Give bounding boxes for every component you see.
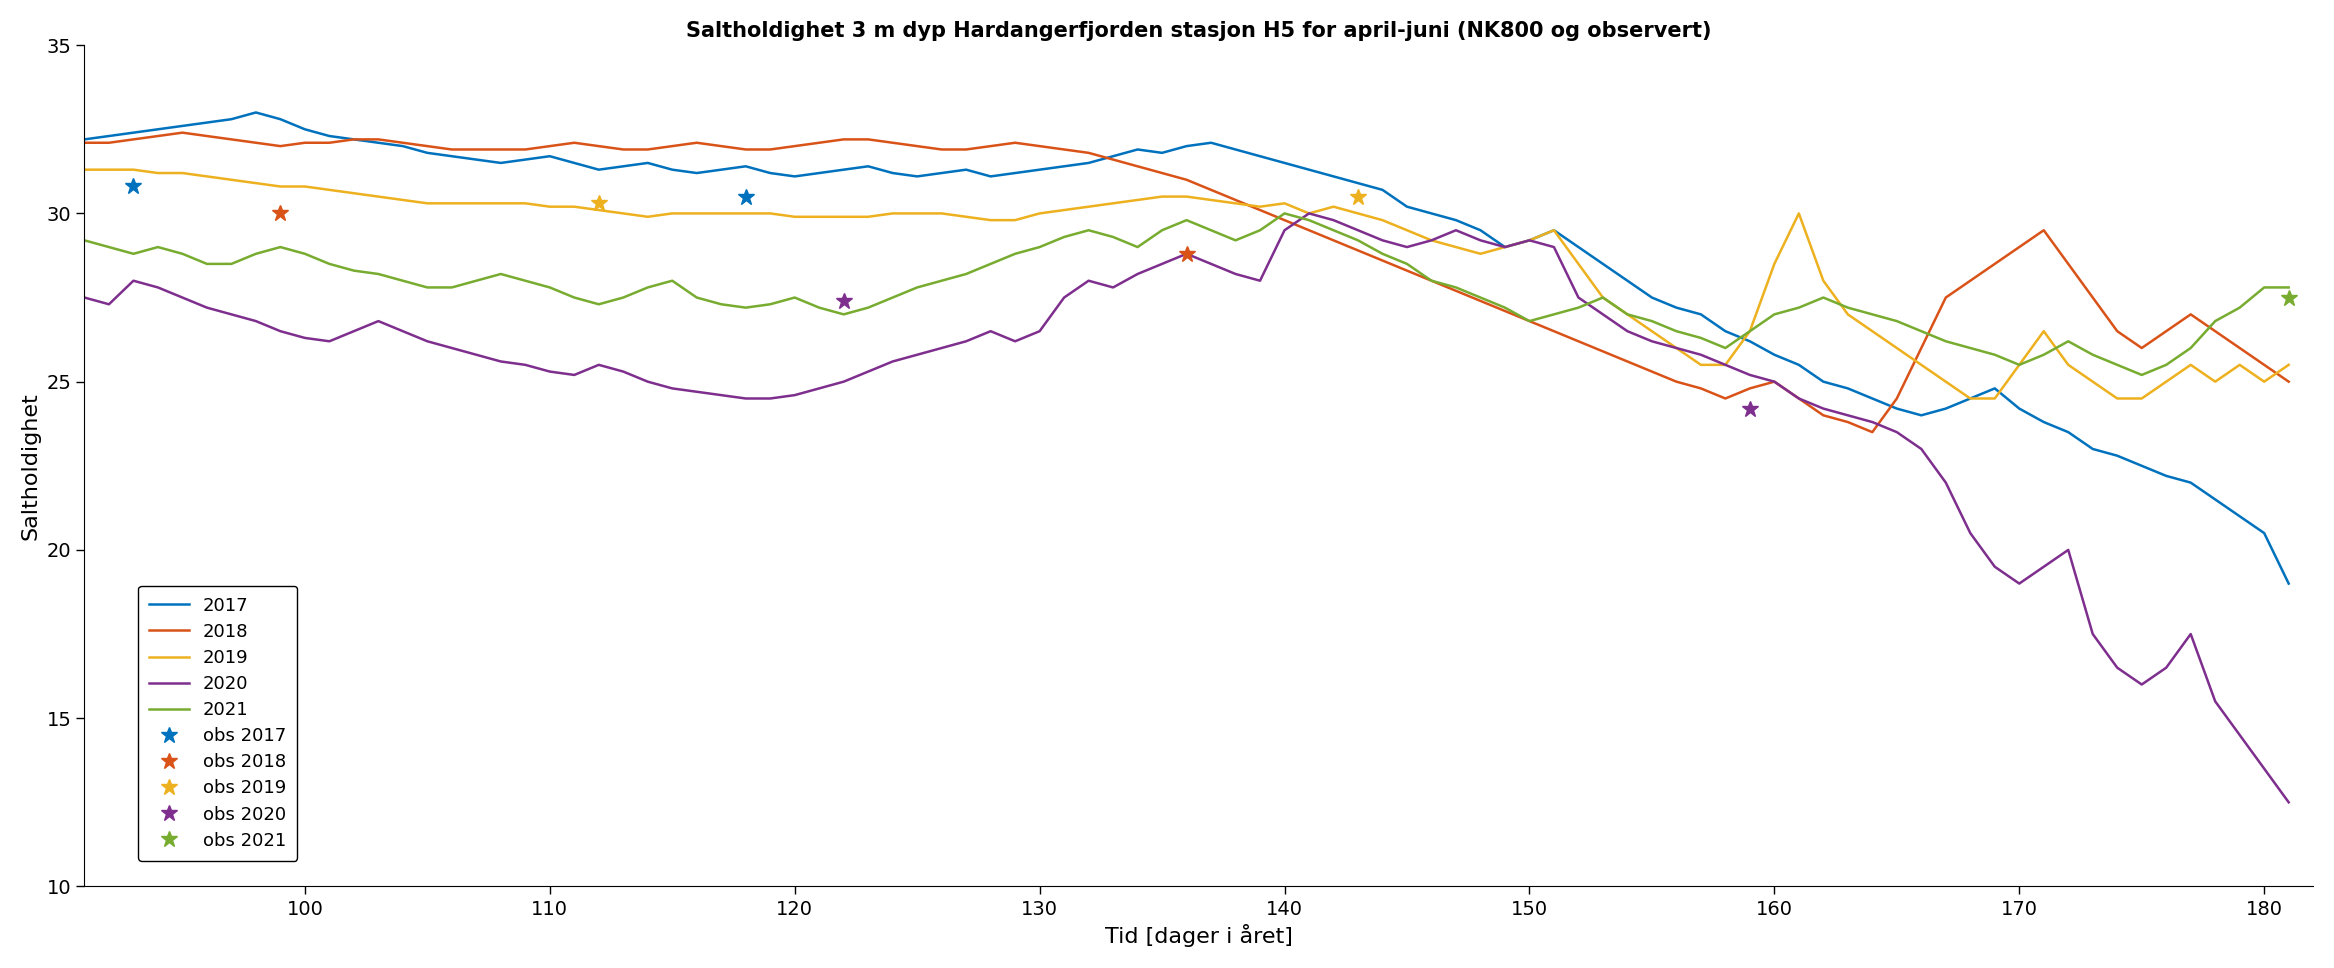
- obs 2017: [733, 191, 761, 202]
- 2021: [586, 298, 614, 310]
- Y-axis label: Saltholdighet: Saltholdighet: [21, 392, 40, 540]
- 2017: [1956, 393, 1984, 405]
- obs 2020: [829, 295, 857, 307]
- 2020: [586, 359, 614, 371]
- 2017: [2250, 528, 2278, 539]
- 2021: [1270, 207, 1298, 219]
- 2021: [635, 282, 663, 293]
- 2021: [1956, 343, 1984, 354]
- 2018: [609, 143, 637, 155]
- Line: 2019: 2019: [84, 169, 2290, 399]
- 2021: [1368, 248, 1396, 259]
- 2020: [70, 291, 98, 303]
- 2020: [2250, 763, 2278, 774]
- 2019: [586, 204, 614, 216]
- 2018: [70, 136, 98, 148]
- 2017: [658, 164, 686, 175]
- 2021: [70, 234, 98, 246]
- 2017: [243, 106, 271, 118]
- Line: 2018: 2018: [84, 133, 2290, 432]
- 2019: [2276, 359, 2304, 371]
- 2020: [2227, 729, 2255, 741]
- Line: 2017: 2017: [84, 112, 2290, 584]
- 2018: [2276, 376, 2304, 387]
- 2021: [341, 265, 369, 277]
- 2018: [1982, 258, 2010, 270]
- Line: obs 2020: obs 2020: [836, 292, 1758, 417]
- Line: obs 2019: obs 2019: [591, 188, 1365, 212]
- 2021: [2250, 282, 2278, 293]
- 2017: [70, 134, 98, 145]
- Legend: 2017, 2018, 2019, 2020, 2021, obs 2017, obs 2018, obs 2019, obs 2020, obs 2021: 2017, 2018, 2019, 2020, 2021, obs 2017, …: [138, 586, 296, 861]
- 2017: [2276, 578, 2304, 590]
- Line: obs 2018: obs 2018: [273, 205, 1195, 262]
- 2018: [168, 127, 196, 138]
- 2019: [635, 211, 663, 223]
- Title: Saltholdighet 3 m dyp Hardangerfjorden stasjon H5 for april-juni (NK800 og obser: Saltholdighet 3 m dyp Hardangerfjorden s…: [686, 21, 1711, 41]
- 2017: [364, 136, 392, 148]
- Line: 2020: 2020: [84, 213, 2290, 802]
- 2020: [341, 325, 369, 337]
- 2017: [2227, 510, 2255, 522]
- Line: 2021: 2021: [84, 213, 2290, 375]
- 2019: [2227, 359, 2255, 371]
- X-axis label: Tid [dager i året]: Tid [dager i året]: [1104, 924, 1293, 947]
- 2018: [658, 140, 686, 152]
- Line: obs 2017: obs 2017: [126, 178, 754, 205]
- obs 2018: [1172, 248, 1200, 259]
- 2018: [1858, 426, 1886, 438]
- obs 2018: [266, 207, 294, 219]
- obs 2020: [1736, 403, 1765, 414]
- 2019: [341, 188, 369, 199]
- 2019: [1933, 376, 1961, 387]
- 2021: [2276, 282, 2304, 293]
- 2018: [1368, 255, 1396, 266]
- 2020: [2276, 797, 2304, 808]
- 2021: [2129, 369, 2157, 380]
- 2020: [635, 376, 663, 387]
- 2018: [364, 134, 392, 145]
- obs 2019: [1344, 191, 1372, 202]
- 2018: [2250, 359, 2278, 371]
- 2020: [1295, 207, 1323, 219]
- obs 2017: [119, 181, 147, 193]
- obs 2019: [586, 197, 614, 209]
- 2019: [2250, 376, 2278, 387]
- 2020: [1956, 528, 1984, 539]
- 2019: [1956, 393, 1984, 405]
- 2019: [70, 164, 98, 175]
- 2017: [609, 161, 637, 172]
